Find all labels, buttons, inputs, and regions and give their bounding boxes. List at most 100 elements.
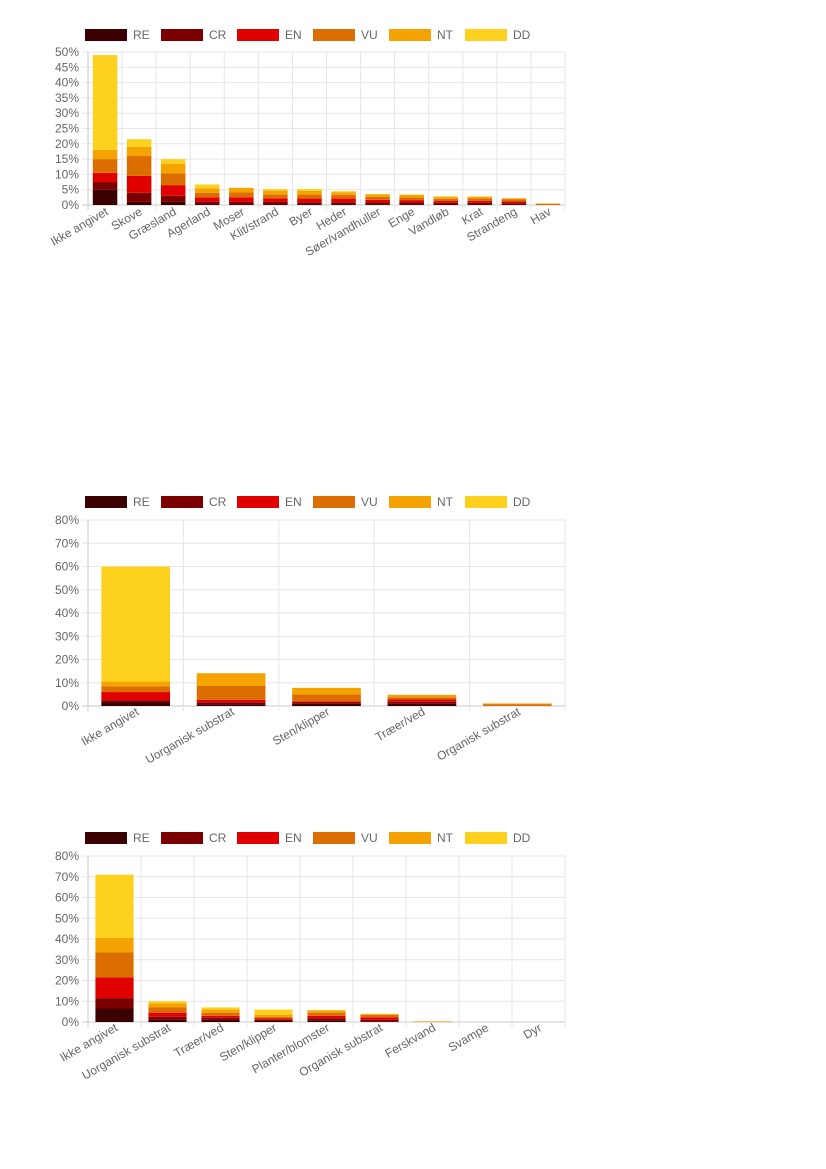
bar-dd[interactable] — [433, 196, 459, 197]
bar-vu[interactable] — [92, 159, 118, 173]
bar-vu[interactable] — [229, 192, 254, 198]
bar-en[interactable] — [433, 201, 459, 203]
legend-item-vu[interactable]: VU — [313, 28, 378, 42]
bar-vu[interactable] — [297, 194, 322, 199]
bar-cr[interactable] — [196, 702, 266, 705]
bar-en[interactable] — [254, 1018, 293, 1020]
bar-re[interactable] — [360, 1021, 399, 1022]
bar-dd[interactable] — [254, 1009, 293, 1015]
bar-dd[interactable] — [148, 1001, 187, 1004]
legend-item-dd[interactable]: DD — [465, 28, 531, 42]
bar-re[interactable] — [95, 1008, 134, 1022]
bar-en[interactable] — [196, 699, 266, 703]
bar-cr[interactable] — [292, 702, 361, 704]
bar-cr[interactable] — [331, 202, 356, 205]
bar-en[interactable] — [101, 692, 171, 701]
bar-nt[interactable] — [307, 1010, 346, 1013]
bar-cr[interactable] — [501, 203, 527, 205]
bar-en[interactable] — [387, 699, 457, 702]
bar-nt[interactable] — [501, 198, 527, 200]
bar-cr[interactable] — [263, 201, 288, 205]
bar-dd[interactable] — [201, 1007, 240, 1010]
legend-item-vu[interactable]: VU — [313, 831, 378, 845]
bar-vu[interactable] — [101, 686, 171, 693]
bar-en[interactable] — [365, 199, 390, 203]
bar-re[interactable] — [101, 702, 171, 706]
bar-vu[interactable] — [433, 198, 459, 202]
bar-nt[interactable] — [201, 1009, 240, 1013]
legend-item-cr[interactable]: CR — [161, 831, 227, 845]
bar-vu[interactable] — [126, 156, 152, 176]
legend-item-re[interactable]: RE — [85, 28, 150, 42]
bar-re[interactable] — [433, 204, 459, 205]
bar-re[interactable] — [194, 204, 220, 205]
bar-vu[interactable] — [307, 1012, 346, 1016]
bar-cr[interactable] — [126, 192, 152, 202]
bar-en[interactable] — [229, 197, 254, 202]
bar-dd[interactable] — [95, 874, 134, 938]
bar-nt[interactable] — [535, 203, 561, 204]
bar-dd[interactable] — [126, 139, 152, 147]
bar-vu[interactable] — [535, 203, 561, 205]
bar-dd[interactable] — [365, 193, 390, 195]
bar-en[interactable] — [360, 1017, 399, 1020]
bar-nt[interactable] — [148, 1003, 187, 1008]
bar-nt[interactable] — [95, 937, 134, 953]
legend-item-re[interactable]: RE — [85, 831, 150, 845]
bar-re[interactable] — [292, 703, 361, 706]
bar-en[interactable] — [331, 198, 356, 203]
bar-vu[interactable] — [399, 197, 424, 201]
bar-nt[interactable] — [263, 190, 288, 195]
bar-en[interactable] — [297, 198, 322, 203]
bar-dd[interactable] — [263, 189, 288, 191]
bar-en[interactable] — [92, 172, 118, 183]
bar-dd[interactable] — [331, 191, 356, 193]
bar-vu[interactable] — [196, 686, 266, 700]
bar-vu[interactable] — [331, 194, 356, 199]
bar-cr[interactable] — [201, 1017, 240, 1020]
bar-en[interactable] — [201, 1015, 240, 1018]
bar-re[interactable] — [148, 1019, 187, 1022]
bar-vu[interactable] — [482, 704, 552, 706]
bar-en[interactable] — [501, 201, 527, 204]
bar-vu[interactable] — [95, 952, 134, 978]
bar-cr[interactable] — [92, 182, 118, 190]
legend-item-nt[interactable]: NT — [389, 495, 454, 509]
legend-item-vu[interactable]: VU — [313, 495, 378, 509]
bar-nt[interactable] — [194, 188, 220, 193]
legend-item-cr[interactable]: CR — [161, 495, 227, 509]
bar-en[interactable] — [194, 197, 220, 202]
bar-vu[interactable] — [365, 196, 390, 200]
bar-vu[interactable] — [501, 199, 527, 202]
bar-nt[interactable] — [229, 187, 254, 193]
bar-nt[interactable] — [365, 194, 390, 197]
bar-vu[interactable] — [467, 198, 493, 201]
bar-dd[interactable] — [194, 184, 220, 189]
bar-cr[interactable] — [148, 1016, 187, 1020]
bar-re[interactable] — [399, 204, 424, 205]
bar-cr[interactable] — [95, 998, 134, 1009]
bar-vu[interactable] — [387, 697, 457, 700]
bar-nt[interactable] — [467, 196, 493, 199]
bar-cr[interactable] — [194, 201, 220, 205]
bar-cr[interactable] — [399, 202, 424, 205]
bar-nt[interactable] — [160, 163, 186, 174]
bar-nt[interactable] — [92, 149, 118, 160]
bar-dd[interactable] — [360, 1013, 399, 1015]
bar-re[interactable] — [331, 204, 356, 205]
bar-cr[interactable] — [101, 700, 171, 703]
bar-vu[interactable] — [254, 1016, 293, 1019]
bar-nt[interactable] — [126, 146, 152, 157]
bar-en[interactable] — [263, 198, 288, 202]
bar-vu[interactable] — [148, 1007, 187, 1013]
legend-item-en[interactable]: EN — [237, 28, 302, 42]
bar-en[interactable] — [292, 701, 361, 703]
bar-dd[interactable] — [160, 159, 186, 164]
bar-re[interactable] — [160, 201, 186, 205]
bar-nt[interactable] — [413, 1021, 452, 1022]
legend-item-nt[interactable]: NT — [389, 831, 454, 845]
legend-item-dd[interactable]: DD — [465, 495, 531, 509]
bar-cr[interactable] — [297, 202, 322, 205]
bar-re[interactable] — [201, 1019, 240, 1022]
bar-nt[interactable] — [482, 703, 552, 705]
